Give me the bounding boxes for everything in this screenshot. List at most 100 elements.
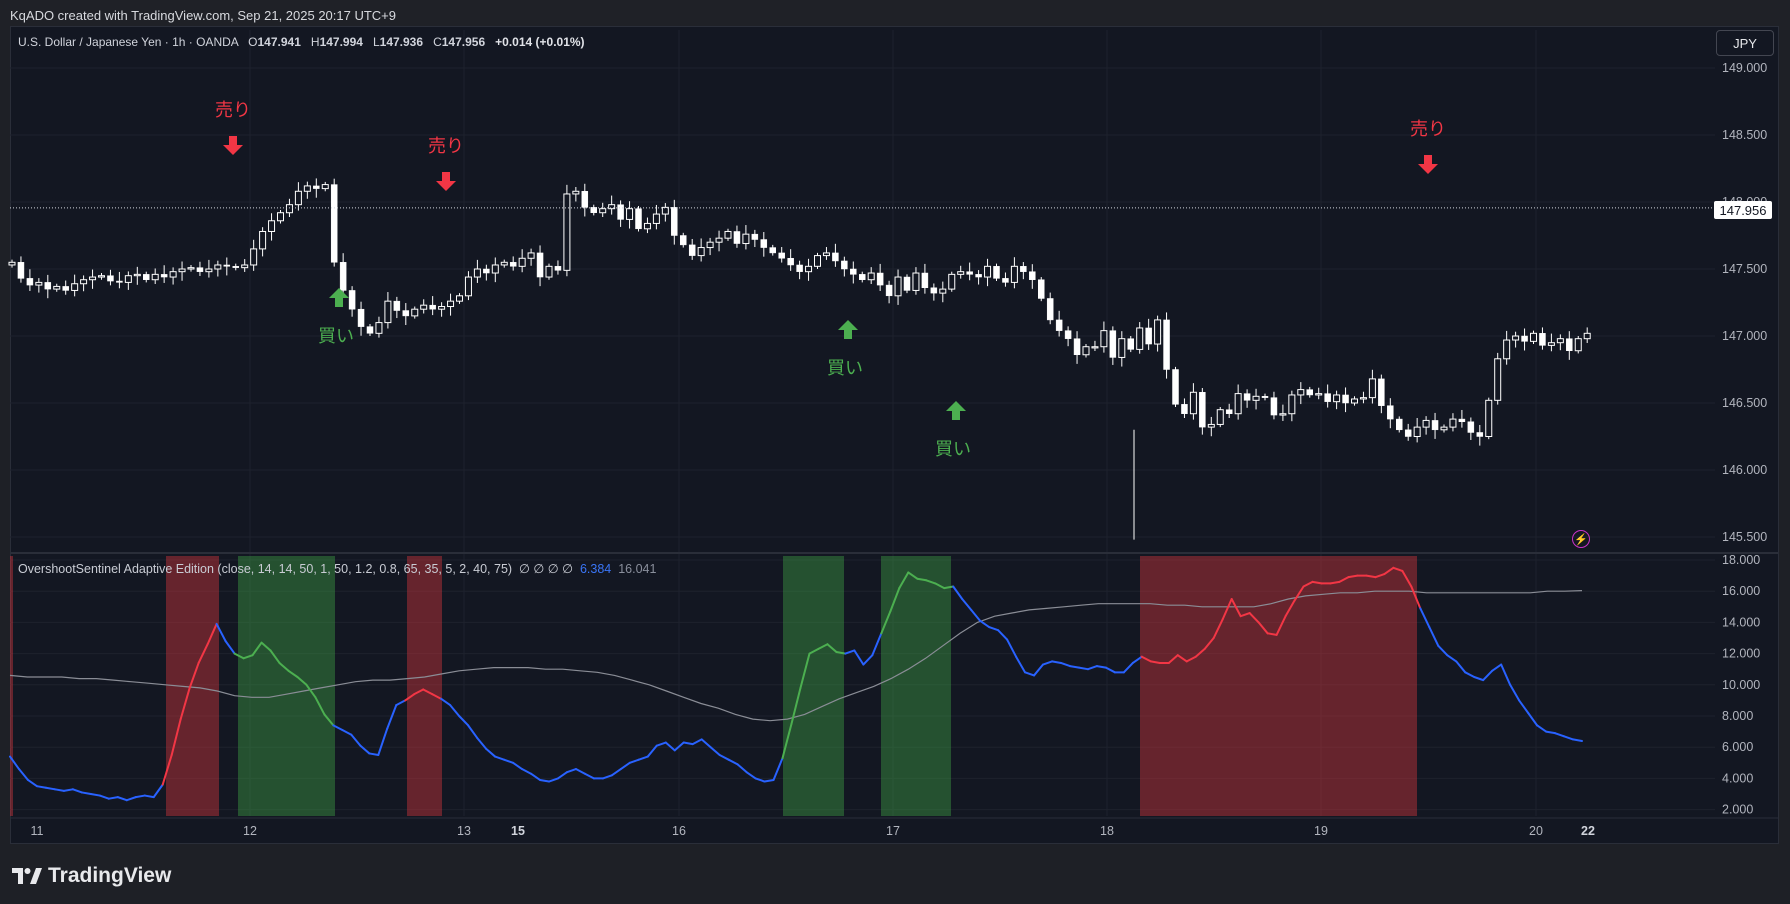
candle <box>769 244 776 256</box>
candle-body-up <box>1440 426 1448 431</box>
candle <box>805 258 813 281</box>
candle-body-up <box>518 257 526 267</box>
tradingview-logo[interactable]: TradingView <box>12 864 171 888</box>
candle <box>160 265 168 283</box>
candle-body-up <box>1189 391 1197 415</box>
candle <box>1091 340 1099 352</box>
oscillator-segment <box>1446 654 1458 663</box>
candle <box>1521 328 1528 351</box>
candle-body-down <box>1199 392 1206 428</box>
candle <box>1243 389 1251 408</box>
oscillator-segment <box>826 643 838 654</box>
sell-signal: 売り <box>1410 119 1446 174</box>
oscillator-segment <box>808 647 820 655</box>
candle-body-down <box>903 276 911 291</box>
candle <box>1288 390 1296 422</box>
oscillator-segment <box>1527 711 1539 727</box>
candle-body-up <box>133 273 141 277</box>
oscillator-segment <box>233 652 245 660</box>
candle <box>491 257 499 283</box>
candle <box>1583 327 1591 343</box>
grid-lines <box>10 30 1715 816</box>
candle <box>384 292 392 329</box>
symbol-legend[interactable]: U.S. Dollar / Japanese Yen · 1h · OANDA … <box>18 35 585 49</box>
oscillator-segment <box>1545 730 1557 735</box>
candle-body-up <box>89 276 97 281</box>
oscillator-segment <box>664 741 676 752</box>
candle <box>393 296 401 319</box>
candle <box>518 249 526 273</box>
oscillator-segment <box>278 661 290 672</box>
candle <box>1449 413 1457 432</box>
oscillator-segment <box>287 669 299 678</box>
oscillator-segment <box>98 794 110 800</box>
oscillator-segment <box>53 788 65 792</box>
indicator-legend[interactable]: OvershootSentinel Adaptive Edition (clos… <box>18 561 656 576</box>
candle-body-up <box>500 261 508 266</box>
oscillator-segment <box>1086 665 1098 671</box>
oscillator-segment <box>763 778 775 783</box>
candle <box>850 261 857 284</box>
candle-body-up <box>35 281 43 286</box>
candle-body-down <box>930 287 938 294</box>
candle-body-up <box>411 308 419 317</box>
oscillator-segment <box>1509 683 1521 702</box>
candle-body-down <box>1163 319 1170 370</box>
oscillator-segment <box>206 622 218 646</box>
oscillator-segment <box>395 699 407 707</box>
candle <box>832 243 839 267</box>
chart-frame[interactable] <box>10 26 1779 844</box>
oscillator-segment <box>1347 574 1359 579</box>
candle <box>1333 390 1341 410</box>
candle-body-down <box>921 272 929 289</box>
candle-body-up <box>491 264 499 274</box>
lightning-icon[interactable]: ⚡ <box>1572 530 1590 548</box>
oscillator-segment <box>1293 585 1305 602</box>
candle <box>661 203 669 222</box>
candle <box>796 260 803 280</box>
oscillator-segment <box>260 641 272 652</box>
candle <box>572 186 580 202</box>
candle <box>1127 336 1134 353</box>
oscillator-segment <box>1212 618 1224 639</box>
oversold-zone <box>881 556 951 816</box>
oscillator-segment <box>1033 663 1045 677</box>
candle-body-down <box>483 268 490 274</box>
oscillator-segment <box>368 752 380 756</box>
candle <box>1189 383 1197 420</box>
candle <box>536 245 544 287</box>
oscillator-segment <box>1257 621 1269 635</box>
candle-body-up <box>599 208 607 214</box>
candle <box>71 274 79 297</box>
oscillator-line <box>9 566 1583 802</box>
oscillator-segment <box>224 640 236 655</box>
oscillator-segment <box>1140 655 1152 663</box>
candle <box>635 206 642 232</box>
candle-body-up <box>456 295 463 302</box>
candle <box>1046 292 1054 325</box>
oscillator-segment <box>503 758 515 764</box>
oversold-zone <box>238 556 335 816</box>
candle <box>1020 262 1027 280</box>
candle <box>1145 318 1152 350</box>
candle-body-up <box>1583 332 1591 340</box>
candle <box>330 178 338 267</box>
currency-button[interactable]: JPY <box>1716 30 1774 56</box>
candle-body-up <box>1485 399 1493 438</box>
oscillator-segment <box>1383 566 1395 576</box>
oscillator-segment <box>476 736 488 750</box>
candle-body-up <box>822 252 830 257</box>
candle <box>822 247 830 260</box>
candle <box>1136 322 1144 354</box>
candle <box>894 269 902 305</box>
oscillator-segment <box>467 724 479 739</box>
oscillator-segment <box>1006 638 1018 658</box>
candle <box>626 201 634 229</box>
candle-body-up <box>1368 378 1376 399</box>
open-value: 147.941 <box>257 35 301 49</box>
oscillator-segment <box>89 793 101 797</box>
oscillator-segment <box>377 727 389 756</box>
candle-body-up <box>608 204 616 210</box>
candle-body-up <box>1234 393 1242 415</box>
